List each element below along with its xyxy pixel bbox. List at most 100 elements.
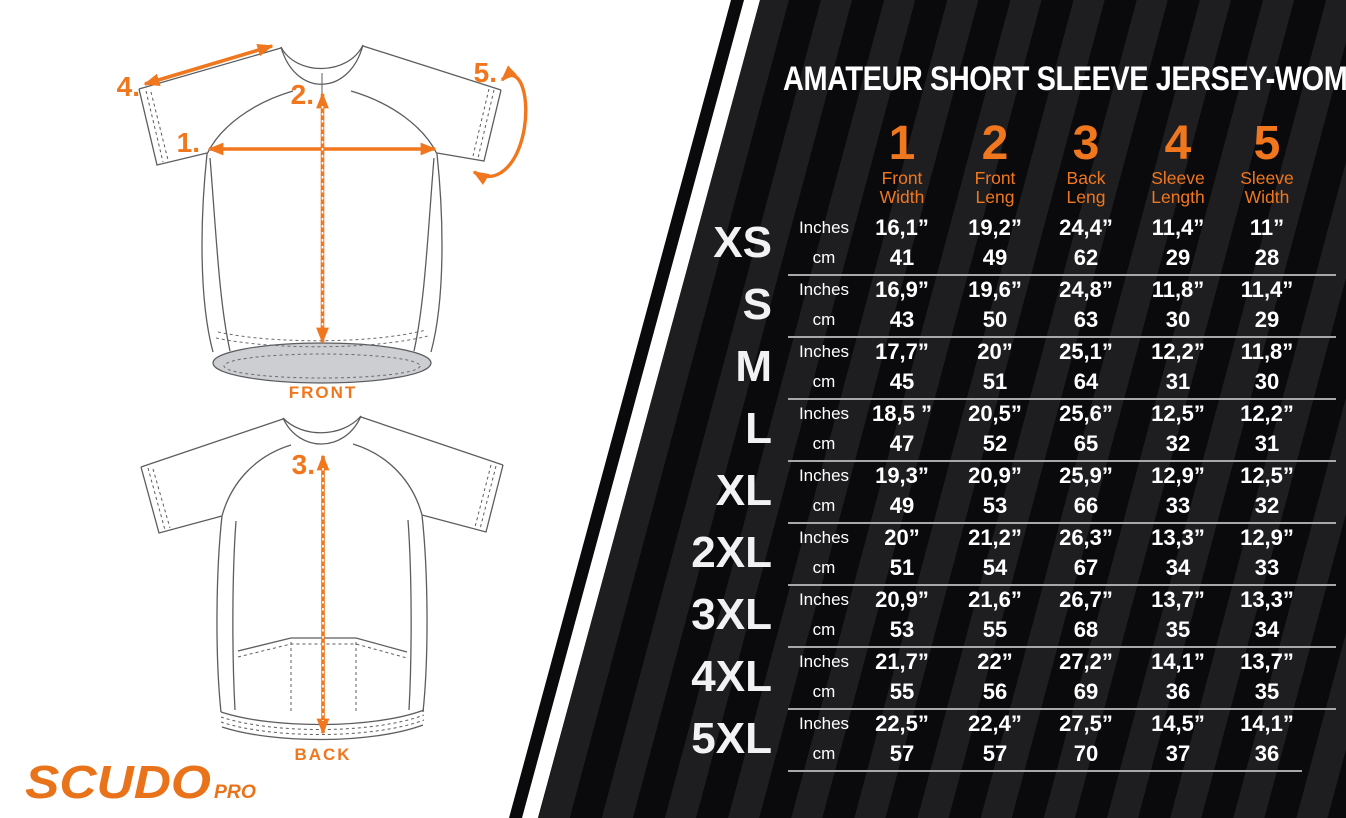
cm-value: 32 <box>1254 493 1280 518</box>
cm-value: 33 <box>1254 555 1280 580</box>
cm-value: 33 <box>1165 493 1191 518</box>
value-cell: 20,5” 52 <box>947 399 1043 459</box>
inches-value: 11,4” <box>1240 277 1294 302</box>
marker-label-4: 4. <box>117 71 140 102</box>
cm-value: 51 <box>889 555 915 580</box>
inches-value: 27,5” <box>1059 711 1113 736</box>
value-cell: 12,9” 33 <box>1219 523 1315 583</box>
unit-inches-label: Inches <box>798 466 850 485</box>
cm-value: 31 <box>1165 369 1191 394</box>
value-cell: 26,7” 68 <box>1038 585 1134 645</box>
row-size-label: S <box>742 280 772 329</box>
column-header-2: 2 Front Leng <box>935 120 1055 206</box>
cm-value: 63 <box>1073 307 1099 332</box>
inches-value: 12,9” <box>1151 463 1205 488</box>
column-label: Front Width <box>879 168 925 207</box>
unit-inches-label: Inches <box>798 342 850 361</box>
row-unit-labels: Inches cm <box>779 461 869 521</box>
row-separator <box>788 522 1336 524</box>
column-number: 4 <box>1164 117 1192 170</box>
row-size-label: XL <box>715 466 772 515</box>
inches-value: 11,8” <box>1151 277 1205 302</box>
row-separator <box>788 584 1336 586</box>
value-cell: 25,6” 65 <box>1038 399 1134 459</box>
inches-value: 12,5” <box>1151 401 1205 426</box>
back-caption: BACK <box>294 745 351 764</box>
cm-value: 52 <box>982 431 1008 456</box>
value-cell: 14,1” 36 <box>1219 709 1315 769</box>
value-cell: 17,7” 45 <box>854 337 950 397</box>
inches-value: 25,9” <box>1059 463 1113 488</box>
unit-inches-label: Inches <box>798 652 850 671</box>
cm-value: 34 <box>1254 617 1280 642</box>
unit-cm-label: cm <box>812 744 836 763</box>
cm-value: 49 <box>982 245 1008 270</box>
cm-value: 57 <box>889 741 915 766</box>
value-cell: 27,5” 70 <box>1038 709 1134 769</box>
cm-value: 49 <box>889 493 915 518</box>
row-separator <box>788 336 1336 338</box>
measure-arrow-4-sleeve-length <box>143 43 274 87</box>
inches-value: 12,2” <box>1151 339 1205 364</box>
cm-value: 66 <box>1073 493 1099 518</box>
column-label: Sleeve Width <box>1240 168 1294 207</box>
value-cell: 13,7” 35 <box>1130 585 1226 645</box>
cm-value: 56 <box>982 679 1008 704</box>
cm-value: 30 <box>1165 307 1191 332</box>
inches-value: 19,2” <box>968 215 1022 240</box>
inches-value: 20,9” <box>968 463 1022 488</box>
cm-value: 34 <box>1165 555 1191 580</box>
inches-value: 27,2” <box>1059 649 1113 674</box>
value-cell: 14,1” 36 <box>1130 647 1226 707</box>
value-cell: 20,9” 53 <box>947 461 1043 521</box>
cm-value: 54 <box>982 555 1008 580</box>
column-number: 2 <box>981 117 1009 170</box>
front-caption: FRONT <box>289 383 358 402</box>
value-cell: 25,1” 64 <box>1038 337 1134 397</box>
value-cell: 13,3” 34 <box>1130 523 1226 583</box>
row-separator <box>788 274 1336 276</box>
column-number: 5 <box>1253 117 1281 170</box>
cm-value: 30 <box>1254 369 1280 394</box>
jersey-measurement-diagram: 1. 2. 4. 5. FRONT <box>25 43 528 808</box>
row-unit-labels: Inches cm <box>779 275 869 335</box>
inches-value: 16,9” <box>875 277 929 302</box>
column-number: 3 <box>1072 117 1100 170</box>
value-cell: 12,5” 32 <box>1219 461 1315 521</box>
inches-value: 12,9” <box>1240 525 1294 550</box>
row-unit-labels: Inches cm <box>779 647 869 707</box>
value-cell: 25,9” 66 <box>1038 461 1134 521</box>
value-cell: 21,6” 55 <box>947 585 1043 645</box>
cm-value: 65 <box>1073 431 1099 456</box>
inches-value: 19,6” <box>968 277 1022 302</box>
column-header-3: 3 Back Leng <box>1026 120 1146 206</box>
value-cell: 20,9” 53 <box>854 585 950 645</box>
unit-inches-label: Inches <box>798 714 850 733</box>
inches-value: 21,7” <box>875 649 929 674</box>
inches-value: 11,4” <box>1151 215 1205 240</box>
marker-label-3: 3. <box>292 449 315 480</box>
inches-value: 21,2” <box>968 525 1022 550</box>
value-cell: 20” 51 <box>947 337 1043 397</box>
cm-value: 32 <box>1165 431 1191 456</box>
value-cell: 26,3” 67 <box>1038 523 1134 583</box>
cm-value: 62 <box>1073 245 1099 270</box>
unit-cm-label: cm <box>812 434 836 453</box>
logo-sub-text: PRO <box>214 782 256 803</box>
row-unit-labels: Inches cm <box>779 337 869 397</box>
inches-value: 20” <box>884 525 920 550</box>
cm-value: 57 <box>982 741 1008 766</box>
inches-value: 20” <box>977 339 1013 364</box>
cm-value: 55 <box>889 679 915 704</box>
value-cell: 24,4” 62 <box>1038 213 1134 273</box>
cm-value: 68 <box>1073 617 1099 642</box>
cm-value: 35 <box>1254 679 1280 704</box>
cm-value: 69 <box>1073 679 1099 704</box>
value-cell: 11,4” 29 <box>1219 275 1315 335</box>
column-header-4: 4 Sleeve Length <box>1118 120 1238 206</box>
cm-value: 31 <box>1254 431 1280 456</box>
logo-brand-text: SCUDO <box>25 756 211 808</box>
row-size-label: 3XL <box>691 590 772 639</box>
inches-value: 11,8” <box>1240 339 1294 364</box>
